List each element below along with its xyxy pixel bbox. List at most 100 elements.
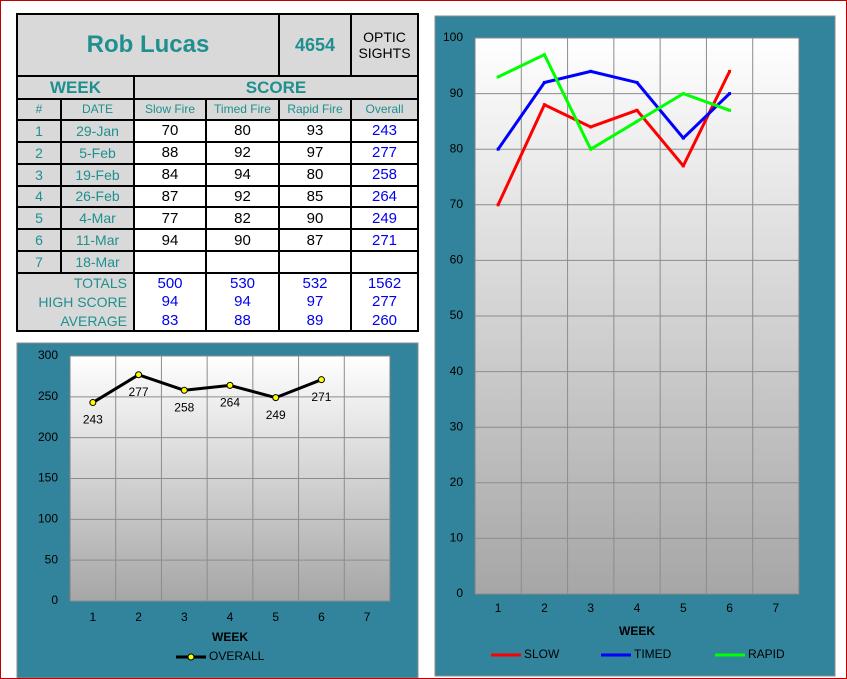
table-cell: 93 (279, 120, 351, 142)
y-tick-label: 250 (38, 389, 58, 403)
marker (542, 80, 546, 84)
table-cell: 2 (17, 141, 61, 164)
marker (496, 203, 500, 207)
table-cell (279, 251, 351, 273)
table-cell: 277 (351, 141, 418, 164)
table-cell: 3 (17, 163, 61, 186)
x-tick-label: 2 (541, 601, 548, 615)
summary-value: 88 (206, 311, 279, 331)
summary-value: 277 (351, 292, 418, 312)
legend-marker (728, 653, 732, 657)
series-line (497, 53, 731, 151)
legend-marker (614, 653, 618, 657)
table-cell: 5 (17, 207, 61, 230)
marker (589, 125, 593, 129)
marker (89, 399, 97, 407)
data-label: 243 (83, 413, 103, 427)
y-tick-label: 300 (38, 348, 58, 362)
table-cell: 243 (351, 120, 418, 142)
summary-value: 83 (134, 311, 206, 331)
table-cell: 87 (279, 229, 351, 252)
table-cell: 77 (134, 207, 206, 230)
y-tick-label: 90 (450, 86, 464, 100)
x-tick-label: 2 (135, 610, 142, 624)
table-cell: 7 (17, 251, 61, 273)
marker (728, 92, 732, 96)
data-label: 258 (174, 400, 194, 414)
x-tick-label: 7 (364, 610, 371, 624)
y-tick-label: 0 (51, 593, 58, 607)
legend-marker (187, 653, 195, 661)
summary-value: 89 (279, 311, 351, 331)
column-header: Overall (351, 99, 418, 120)
marker (635, 119, 639, 123)
x-tick-label: 1 (90, 610, 97, 624)
x-tick-label: 3 (181, 610, 188, 624)
table-cell: 94 (134, 229, 206, 252)
y-tick-label: 50 (45, 552, 59, 566)
marker (681, 164, 685, 168)
table-cell: 249 (351, 207, 418, 230)
table-cell (134, 251, 206, 273)
table-cell: 94 (206, 163, 279, 186)
table-cell: 80 (206, 120, 279, 142)
y-tick-label: 80 (450, 141, 464, 155)
table-cell (206, 251, 279, 273)
x-tick-label: 4 (634, 601, 641, 615)
x-tick-label: 7 (773, 601, 780, 615)
marker (542, 53, 546, 57)
table-cell: 271 (351, 229, 418, 252)
table-cell: 92 (206, 141, 279, 164)
table-cell: 92 (206, 185, 279, 208)
x-tick-label: 3 (587, 601, 594, 615)
summary-value: 94 (206, 292, 279, 312)
summary-value: 500 (134, 273, 206, 293)
marker (681, 136, 685, 140)
table-cell: 90 (279, 207, 351, 230)
column-header: Timed Fire (206, 99, 279, 120)
summary-value: 532 (279, 273, 351, 293)
y-tick-label: 50 (450, 308, 464, 322)
x-tick-label: 5 (272, 610, 279, 624)
table-cell: 87 (134, 185, 206, 208)
y-tick-label: 0 (456, 586, 463, 600)
summary-value: 260 (351, 311, 418, 331)
marker (496, 75, 500, 79)
column-header: DATE (61, 99, 134, 120)
table-cell: 88 (134, 141, 206, 164)
table-cell: 5-Feb (61, 141, 134, 164)
summary-value: 97 (279, 292, 351, 312)
y-tick-label: 40 (450, 364, 464, 378)
x-tick-label: 4 (227, 610, 234, 624)
table-cell: 4-Mar (61, 207, 134, 230)
table-cell: 19-Feb (61, 163, 134, 186)
legend-label: RAPID (748, 647, 785, 661)
marker (496, 147, 500, 151)
y-tick-label: 60 (450, 253, 464, 267)
x-tick-label: 1 (495, 601, 502, 615)
x-axis-title: WEEK (619, 624, 655, 638)
x-tick-label: 6 (726, 601, 733, 615)
table-cell: 70 (134, 120, 206, 142)
table-cell: 258 (351, 163, 418, 186)
x-tick-label: 6 (318, 610, 325, 624)
marker (272, 394, 280, 402)
table-cell: 29-Jan (61, 120, 134, 142)
summary-value: 1562 (351, 273, 418, 293)
summary-label: AVERAGE (17, 311, 134, 331)
group-header: WEEK (17, 76, 134, 99)
data-label: 271 (311, 390, 331, 404)
column-header: Slow Fire (134, 99, 206, 120)
table-cell: 82 (206, 207, 279, 230)
table-cell: 84 (134, 163, 206, 186)
marker (728, 108, 732, 112)
marker (635, 80, 639, 84)
data-label: 277 (129, 385, 149, 399)
x-axis-title: WEEK (212, 630, 248, 644)
marker (180, 386, 188, 394)
series-line (496, 69, 731, 151)
marker (135, 371, 143, 379)
table-cell: 1 (17, 120, 61, 142)
